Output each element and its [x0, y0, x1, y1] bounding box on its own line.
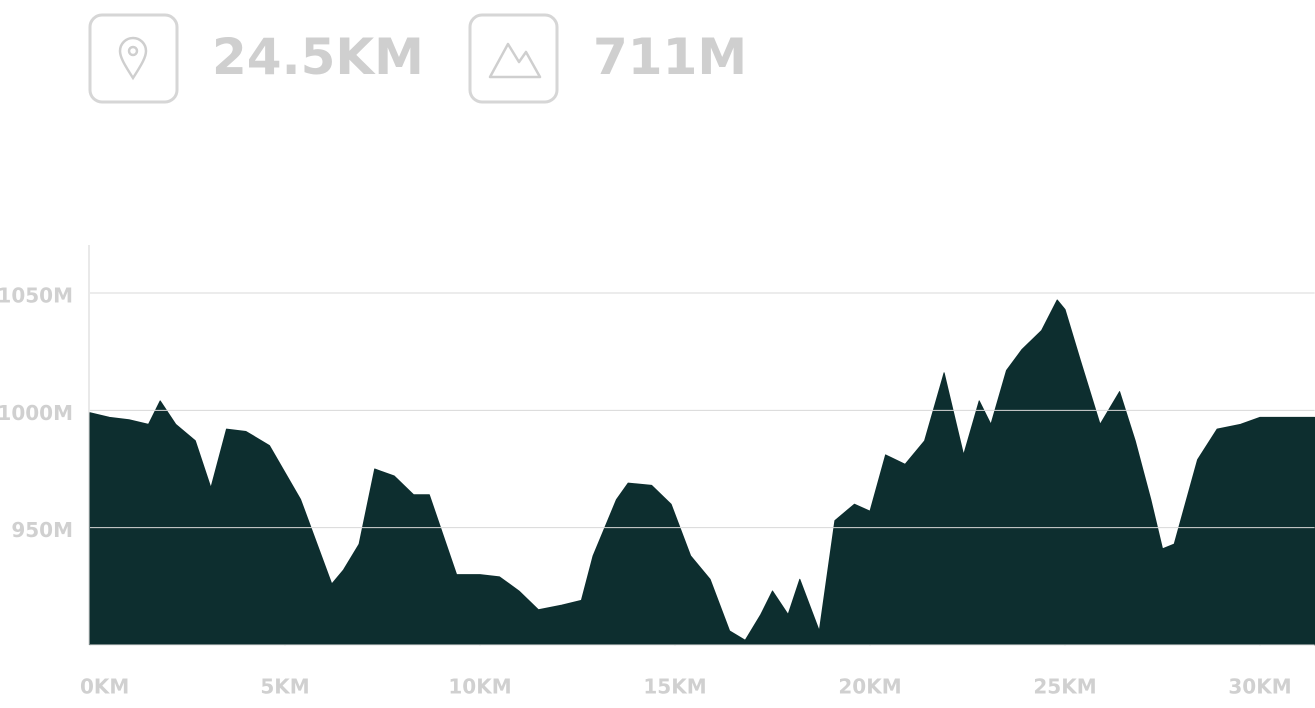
- x-tick-label: 10KM: [448, 675, 511, 699]
- elevation-area: [89, 299, 1315, 646]
- y-tick-label: 1050M: [0, 284, 73, 308]
- distance-value: 24.5KM: [212, 28, 424, 86]
- elevation-value: 711M: [593, 28, 747, 86]
- y-tick-label: 1000M: [0, 401, 73, 425]
- distance-icon-box: [88, 13, 179, 104]
- elevation-icon-box: [468, 13, 559, 104]
- x-tick-label: 30KM: [1228, 675, 1291, 699]
- pin-icon-dot: [127, 45, 139, 57]
- x-tick-label: 5KM: [260, 675, 309, 699]
- x-tick-label: 20KM: [838, 675, 901, 699]
- x-tick-label: 15KM: [643, 675, 706, 699]
- x-tick-label: 0KM: [80, 675, 129, 699]
- y-tick-label: 950M: [11, 518, 73, 542]
- mountain-icon: [488, 42, 542, 79]
- x-tick-label: 25KM: [1033, 675, 1096, 699]
- pin-icon: [118, 36, 148, 81]
